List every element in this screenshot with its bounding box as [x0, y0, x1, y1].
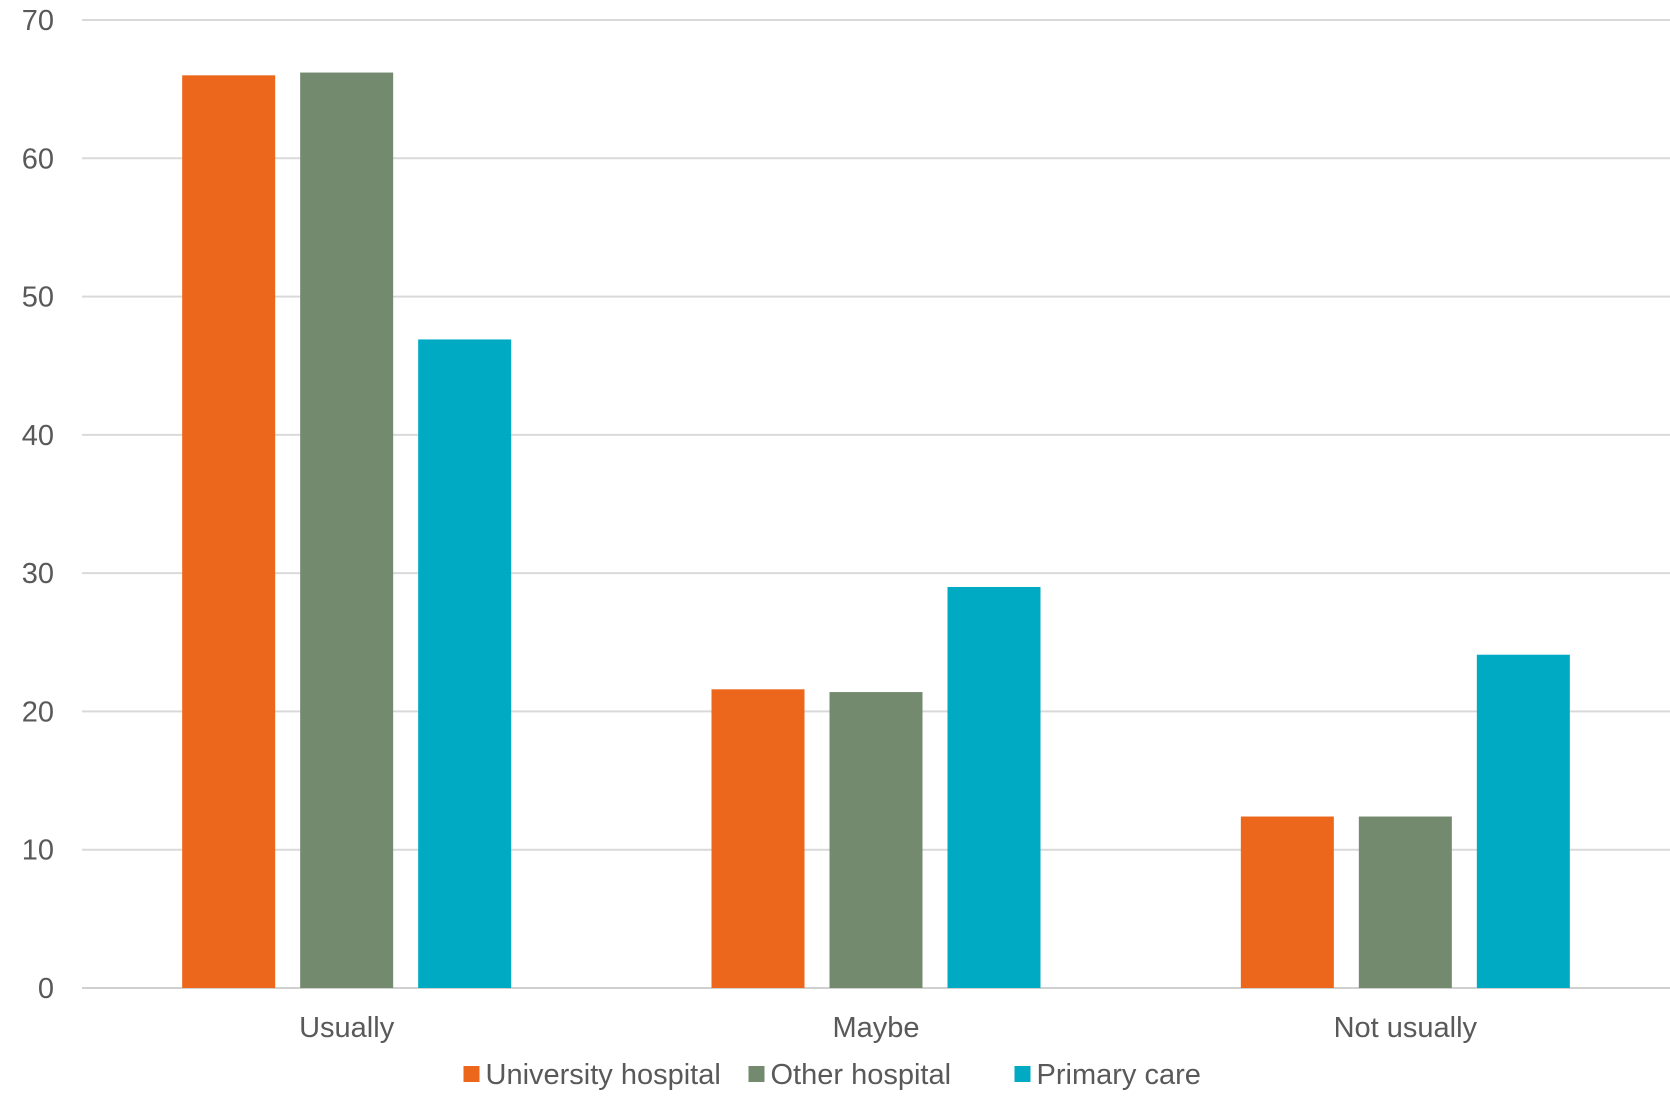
x-category-label: Maybe: [832, 1012, 919, 1044]
y-tick-label: 30: [22, 558, 54, 590]
y-tick-label: 70: [22, 5, 54, 37]
bar-primary-care: [947, 586, 1041, 988]
y-tick-label: 40: [22, 420, 54, 452]
legend-swatch: [463, 1066, 480, 1082]
x-category-label: Not usually: [1334, 1012, 1478, 1044]
bar-other-hospital: [300, 72, 394, 988]
bar-primary-care: [1476, 654, 1570, 988]
legend: University hospital Other hospital Primary…: [463, 1059, 1201, 1091]
x-axis-categories: Usually Maybe Not usually: [299, 1012, 1477, 1044]
bar-university-hospital: [1240, 816, 1334, 988]
x-category-label: Usually: [299, 1012, 395, 1044]
y-tick-label: 10: [22, 835, 54, 867]
legend-label: University hospital: [486, 1059, 721, 1091]
y-tick-label: 50: [22, 282, 54, 314]
y-tick-label: 60: [22, 143, 54, 175]
legend-swatch: [1014, 1066, 1031, 1082]
bar-university-hospital: [182, 75, 276, 989]
y-tick-label: 0: [38, 973, 54, 1005]
bar-other-hospital: [1358, 816, 1452, 988]
bar-university-hospital: [711, 689, 805, 988]
legend-label: Other hospital: [771, 1059, 952, 1091]
bars: [182, 72, 1570, 989]
y-axis-ticks: 0 10 20 30 40 50 60 70: [22, 5, 54, 1005]
bar-primary-care: [418, 339, 512, 988]
bar-other-hospital: [829, 692, 923, 988]
legend-label: Primary care: [1037, 1059, 1201, 1091]
legend-swatch: [748, 1066, 765, 1082]
y-tick-label: 20: [22, 696, 54, 728]
